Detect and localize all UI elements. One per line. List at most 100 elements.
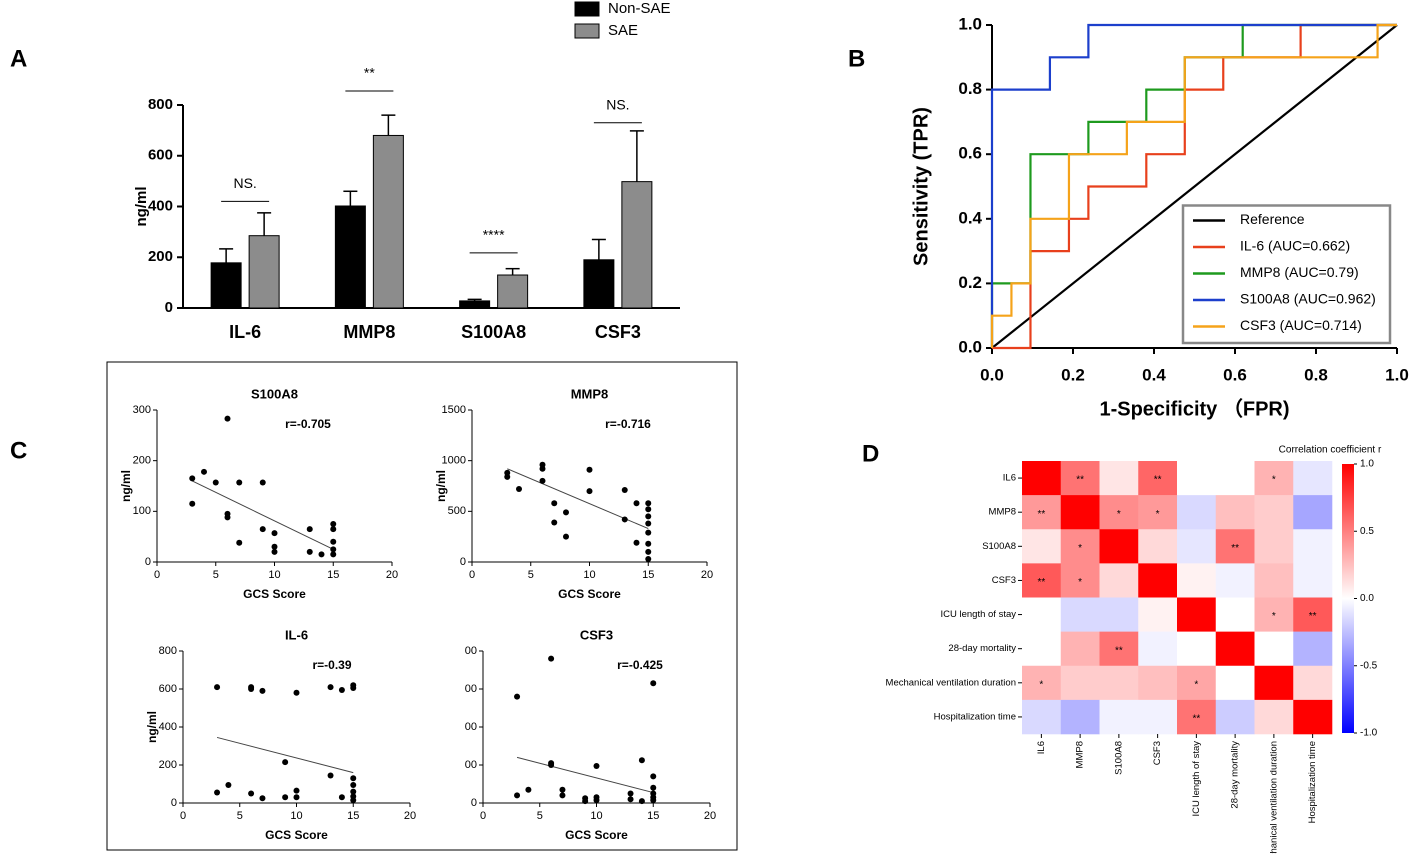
legend-label: Reference (1240, 211, 1305, 227)
point (236, 539, 243, 546)
y-tick-label: 0.0 (958, 337, 982, 356)
heatmap-cell (1022, 529, 1062, 564)
heatmap-cell (1293, 461, 1333, 496)
point (548, 762, 555, 768)
point (293, 787, 300, 794)
fit-line (216, 736, 354, 774)
point (271, 548, 278, 555)
point (645, 506, 652, 513)
point (212, 479, 219, 486)
point (306, 548, 313, 555)
point (650, 797, 657, 804)
legend-label: MMP8 (AUC=0.79) (1240, 264, 1359, 280)
point (563, 509, 569, 516)
subplot-title: IL-6 (285, 627, 308, 642)
point (259, 479, 266, 486)
x-tick-label: 20 (404, 810, 416, 822)
y-tick-label: 0 (145, 556, 151, 568)
point (586, 466, 593, 473)
y-tick-label: 400 (159, 721, 177, 733)
point (214, 789, 221, 796)
x-tick-label: 5 (237, 810, 243, 822)
heatmap-cell (1177, 529, 1217, 564)
point (259, 687, 266, 694)
y-tick-label: 400 (148, 197, 173, 214)
point (259, 795, 266, 802)
y-tick-label: 1000 (442, 455, 466, 467)
significance-label: ** (1037, 577, 1045, 588)
heatmap-cell (1215, 631, 1255, 667)
bar (459, 300, 491, 309)
y-tick-label: 0 (460, 556, 466, 568)
heatmap-cell (1293, 665, 1333, 701)
point (225, 781, 232, 788)
heatmap-cell (1060, 597, 1100, 632)
point (645, 513, 652, 520)
panel-c-frame (106, 361, 738, 851)
y-tick-label: 0 (471, 797, 477, 809)
heatmap-cell (1099, 665, 1139, 701)
heatmap-cell (1060, 665, 1100, 701)
y-tick-label: 200 (159, 759, 177, 771)
heatmap-cell (1060, 563, 1100, 598)
point (350, 781, 357, 788)
correlation-label: r=-0.705 (285, 417, 331, 431)
heatmap-cell (1215, 563, 1255, 598)
heatmap-cell (1138, 631, 1178, 667)
x-tick-label: 1.0 (1385, 365, 1409, 384)
roc-curve (990, 23, 1397, 348)
heatmap-cell (1254, 665, 1294, 701)
panel-label: B (848, 45, 865, 72)
heatmap-cell (1293, 563, 1333, 598)
significance-label: * (1078, 543, 1082, 554)
significance-label: **** (483, 227, 505, 243)
heatmap-cell (1060, 529, 1100, 564)
point (327, 684, 334, 691)
x-tick-label: 15 (642, 569, 654, 581)
point (551, 519, 558, 526)
heatmap-cell (1254, 529, 1294, 564)
point (327, 772, 334, 779)
point (645, 540, 652, 547)
point (282, 759, 289, 766)
significance-label: * (1272, 611, 1276, 622)
column-label: Hospitalization time (1307, 741, 1318, 823)
heatmap-cell (1138, 529, 1178, 564)
heatmap-cell (1177, 461, 1217, 496)
heatmap-cell (1022, 495, 1062, 530)
x-tick-label: IL-6 (229, 322, 261, 342)
column-label: Mechanical ventilation duration (1268, 741, 1279, 854)
point (650, 680, 657, 687)
heatmap-cell (1060, 461, 1100, 496)
point (224, 514, 231, 521)
heatmap-cell (1099, 563, 1139, 598)
heatmap-cell (1254, 495, 1294, 530)
point (645, 520, 652, 527)
significance-label: ** (1231, 543, 1239, 554)
heatmap-cell (1177, 665, 1217, 701)
heatmap-cell (1022, 461, 1062, 496)
point (293, 689, 300, 696)
row-label: Hospitalization time (934, 711, 1016, 722)
roc-curve (991, 24, 1398, 349)
heatmap-cell (1254, 699, 1294, 735)
significance-label: ** (1037, 509, 1045, 520)
point (627, 790, 634, 797)
point (214, 684, 221, 691)
point (350, 775, 357, 782)
column-label: ICU length of stay (1191, 741, 1202, 817)
heatmap-cell (1293, 631, 1333, 667)
point (236, 479, 243, 486)
x-axis-label: GCS Score (243, 587, 306, 601)
colorbar-tick-label: 0.5 (1360, 526, 1374, 537)
legend-label: S100A8 (AUC=0.962) (1240, 291, 1376, 307)
x-tick-label: 20 (704, 810, 716, 822)
subplot-title: MMP8 (571, 386, 609, 401)
bar (248, 235, 280, 309)
heatmap-cell (1215, 597, 1255, 632)
significance-label: NS. (233, 175, 256, 191)
x-tick-label: 0.2 (1061, 365, 1085, 384)
significance-label: * (1272, 475, 1276, 486)
legend-label: SAE (608, 22, 638, 39)
point (638, 798, 645, 805)
